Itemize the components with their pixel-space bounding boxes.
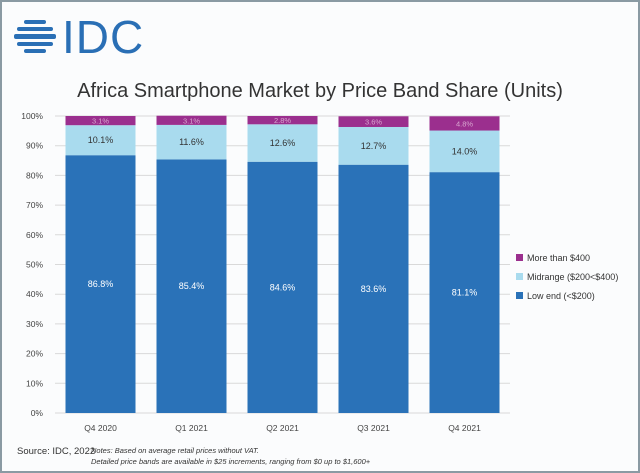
bar-segment [156, 159, 227, 413]
x-tick-label: Q1 2021 [175, 423, 208, 433]
bar-segment [247, 161, 318, 413]
bar-segment [65, 155, 136, 414]
y-tick-label: 30% [26, 319, 43, 329]
data-label: 12.6% [270, 138, 296, 148]
legend-swatch [516, 254, 523, 261]
y-tick-label: 20% [26, 349, 43, 359]
legend-item: More than $400 [516, 248, 618, 267]
data-label: 12.7% [361, 141, 387, 151]
y-tick-label: 100% [21, 111, 43, 121]
bar-segment [65, 125, 136, 156]
x-tick-label: Q2 2021 [266, 423, 299, 433]
x-tick-label: Q3 2021 [357, 423, 390, 433]
data-label: 2.8% [274, 116, 291, 125]
legend-label: Midrange ($200<$400) [527, 271, 619, 282]
notes-line-2: Detailed price bands are available in $2… [91, 457, 371, 466]
bar-segment [247, 124, 318, 162]
data-label: 86.8% [88, 279, 114, 289]
y-tick-label: 50% [26, 260, 43, 270]
y-tick-label: 70% [26, 200, 43, 210]
y-tick-label: 90% [26, 141, 43, 151]
data-label: 3.6% [365, 118, 382, 127]
bar-segment [429, 116, 500, 131]
data-label: 83.6% [361, 284, 387, 294]
legend-label: More than $400 [527, 252, 591, 263]
globe-icon [14, 20, 56, 53]
data-label: 85.4% [179, 281, 205, 291]
legend-swatch [516, 273, 523, 280]
data-label: 3.1% [92, 117, 109, 126]
data-label: 3.1% [183, 116, 200, 125]
legend-swatch [516, 292, 523, 299]
chart-title: Africa Smartphone Market by Price Band S… [77, 80, 563, 102]
bar-segment [156, 115, 227, 125]
data-label: 4.8% [456, 119, 473, 128]
idc-logo: IDC [14, 14, 144, 60]
x-tick-label: Q4 2020 [84, 423, 117, 433]
data-label: 81.1% [452, 288, 478, 298]
logo-text: IDC [62, 11, 145, 63]
bar-segment [338, 164, 409, 413]
bar-segment [338, 116, 409, 127]
data-label: 14.0% [452, 146, 478, 156]
notes: Notes: Based on average retail prices wi… [91, 445, 370, 467]
legend-item: Low end (<$200) [516, 286, 618, 305]
y-tick-label: 60% [26, 230, 43, 240]
notes-line-1: Notes: Based on average retail prices wi… [91, 446, 260, 455]
source-text: Source: IDC, 2022 [17, 446, 96, 457]
y-tick-label: 10% [26, 378, 43, 388]
bar-segment [156, 124, 227, 160]
legend: More than $400 Midrange ($200<$400) Low en… [516, 248, 618, 305]
legend-item: Midrange ($200<$400) [516, 267, 618, 286]
bar-segment [338, 126, 409, 165]
y-tick-label: 80% [26, 170, 43, 180]
data-label: 84.6% [270, 282, 296, 292]
x-tick-label: Q4 2021 [448, 423, 481, 433]
bar-segment [429, 130, 500, 173]
data-label: 11.6% [179, 137, 204, 147]
data-label: 10.1% [88, 135, 114, 145]
bar-segment [429, 172, 500, 413]
y-tick-label: 40% [26, 289, 43, 299]
bar-segment [65, 116, 136, 126]
legend-label: Low end (<$200) [527, 290, 595, 301]
bar-segment [247, 116, 318, 125]
y-tick-label: 0% [31, 408, 44, 418]
